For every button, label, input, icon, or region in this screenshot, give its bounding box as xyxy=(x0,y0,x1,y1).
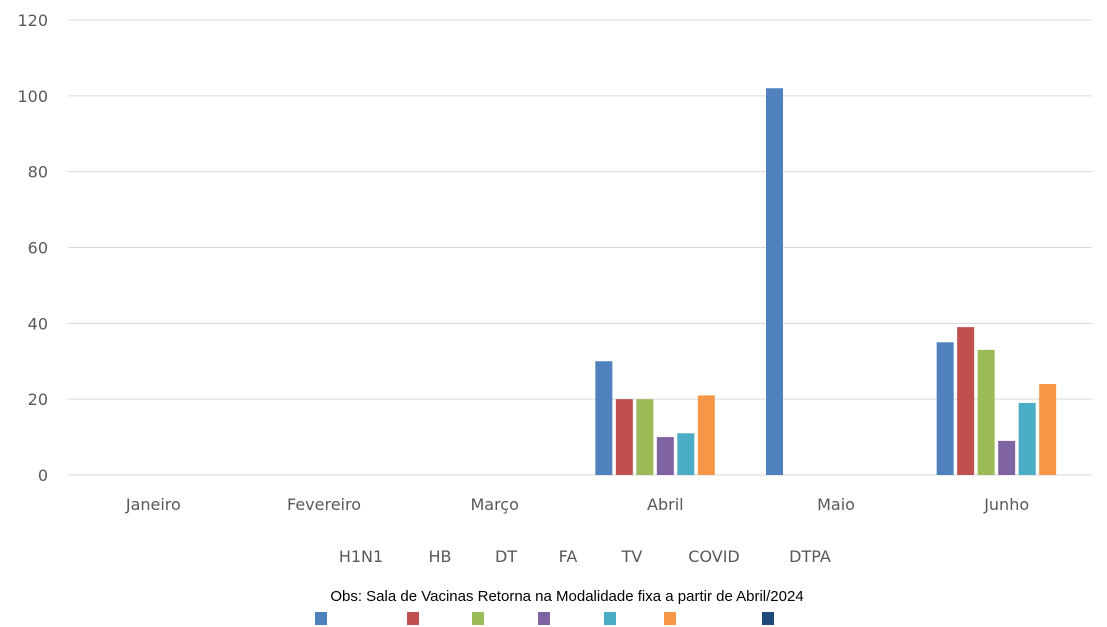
x-category-label: Abril xyxy=(647,495,684,514)
y-tick-label: 0 xyxy=(38,466,48,485)
y-tick-label: 120 xyxy=(17,11,48,30)
y-tick-label: 40 xyxy=(28,314,48,333)
observation-note: Obs: Sala de Vacinas Retorna na Modalida… xyxy=(330,588,804,605)
legend-label-h1n1: H1N1 xyxy=(339,547,383,566)
bar-tv-abril xyxy=(677,433,695,475)
legend-swatch-dtpa xyxy=(762,612,774,625)
bar-h1n1-junho xyxy=(936,342,954,475)
y-tick-label: 60 xyxy=(28,239,48,258)
bar-h1n1-maio xyxy=(766,88,783,475)
x-category-label: Março xyxy=(470,495,518,514)
legend-label-dt: DT xyxy=(495,547,517,566)
legend-swatch-fa xyxy=(538,612,550,625)
legend-swatch-dt xyxy=(472,612,484,625)
legend-swatch-hb xyxy=(407,612,419,625)
legend-label-covid: COVID xyxy=(688,547,739,566)
x-category-label: Junho xyxy=(983,495,1029,514)
x-category-label: Maio xyxy=(817,495,855,514)
legend-swatch-covid xyxy=(664,612,676,625)
bar-tv-junho xyxy=(1018,402,1036,475)
x-category-label: Janeiro xyxy=(125,495,181,514)
y-tick-label: 80 xyxy=(28,163,48,182)
legend-label-hb: HB xyxy=(428,547,451,566)
bar-dt-junho xyxy=(977,349,995,475)
y-tick-label: 20 xyxy=(28,390,48,409)
x-category-label: Fevereiro xyxy=(287,495,361,514)
bar-covid-abril xyxy=(697,395,715,475)
legend-swatch-tv xyxy=(604,612,616,625)
bar-hb-junho xyxy=(957,327,975,475)
y-tick-label: 100 xyxy=(17,87,48,106)
bar-dt-abril xyxy=(636,399,654,475)
legend-label-dtpa: DTPA xyxy=(789,547,831,566)
bar-fa-abril xyxy=(656,437,674,475)
legend-label-tv: TV xyxy=(621,547,643,566)
bar-covid-junho xyxy=(1039,384,1057,475)
bar-h1n1-abril xyxy=(595,361,613,475)
bar-fa-junho xyxy=(998,440,1016,475)
bar-hb-abril xyxy=(615,399,633,475)
legend-label-fa: FA xyxy=(559,547,578,566)
legend-swatch-h1n1 xyxy=(315,612,327,625)
